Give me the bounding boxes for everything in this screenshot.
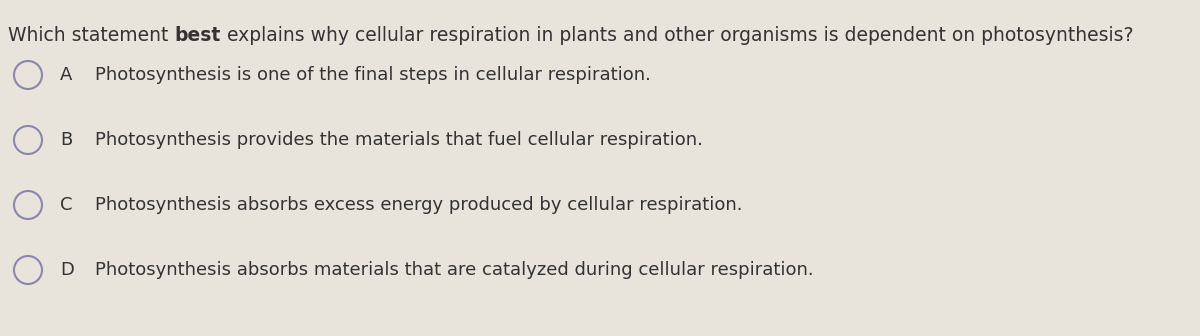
- Text: Photosynthesis is one of the final steps in cellular respiration.: Photosynthesis is one of the final steps…: [95, 66, 650, 84]
- Text: Photosynthesis absorbs materials that are catalyzed during cellular respiration.: Photosynthesis absorbs materials that ar…: [95, 261, 814, 279]
- Text: A: A: [60, 66, 72, 84]
- Text: best: best: [174, 26, 221, 45]
- Text: Which statement: Which statement: [8, 26, 174, 45]
- Text: explains why cellular respiration in plants and other organisms is dependent on : explains why cellular respiration in pla…: [221, 26, 1133, 45]
- Text: D: D: [60, 261, 74, 279]
- Text: Photosynthesis absorbs excess energy produced by cellular respiration.: Photosynthesis absorbs excess energy pro…: [95, 196, 743, 214]
- Text: C: C: [60, 196, 72, 214]
- Text: B: B: [60, 131, 72, 149]
- Text: Photosynthesis provides the materials that fuel cellular respiration.: Photosynthesis provides the materials th…: [95, 131, 703, 149]
